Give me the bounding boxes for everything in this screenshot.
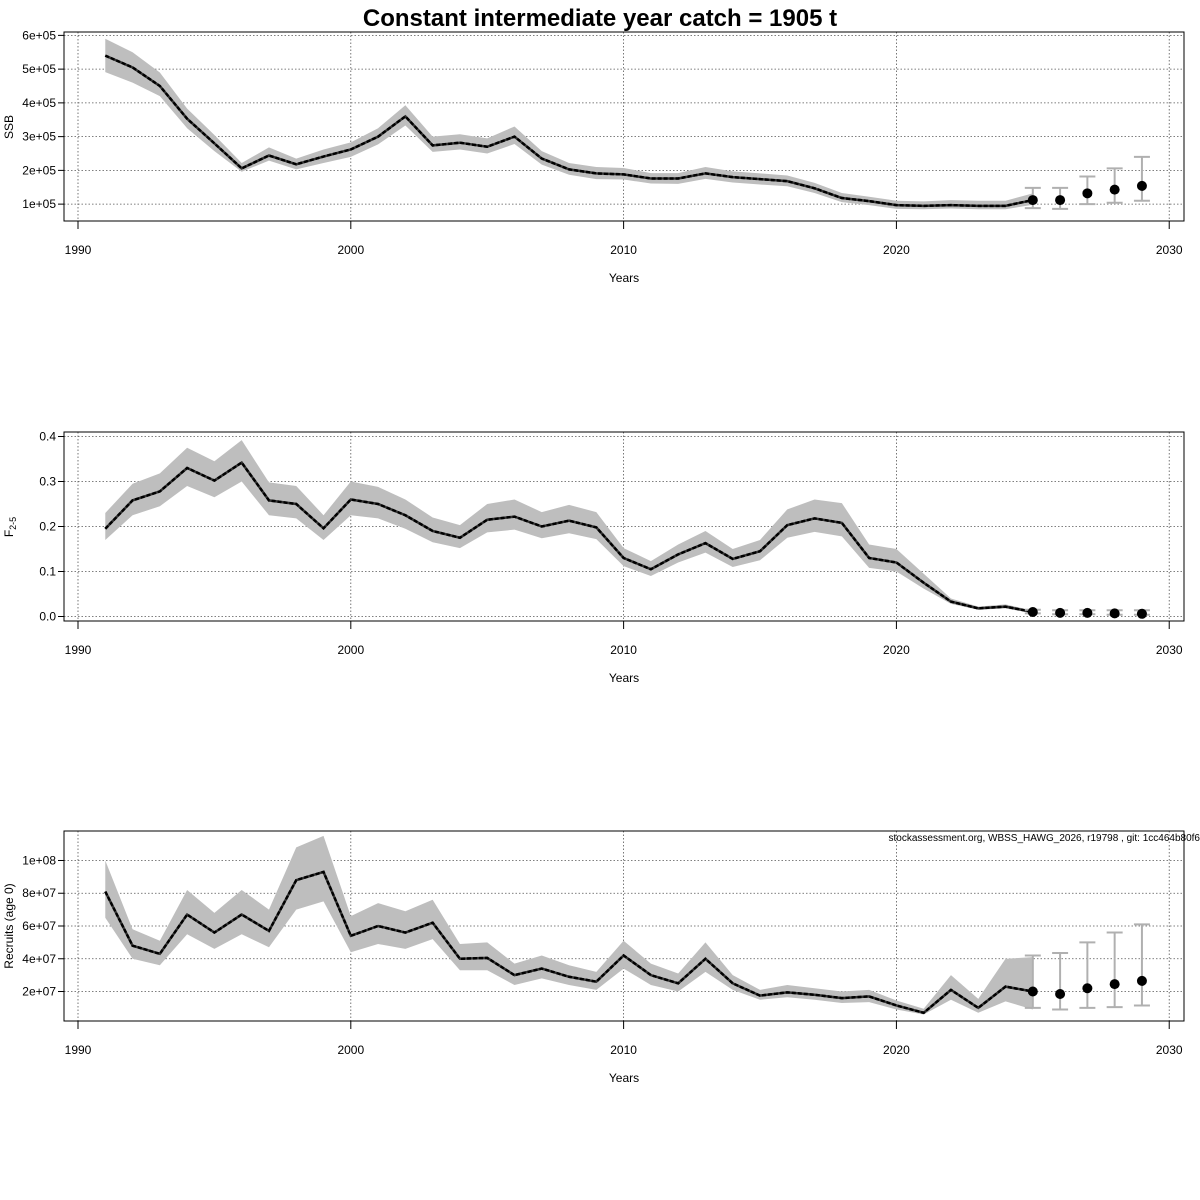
forecast-point (1082, 607, 1093, 618)
x-tick-label: 1990 (65, 243, 92, 257)
y-tick-label: 2e+05 (22, 163, 56, 177)
estimate-line (104, 460, 1034, 614)
x-tick-label: 2030 (1156, 643, 1183, 657)
y-tick-label: 0.2 (39, 520, 56, 534)
x-axis-label: Years (609, 1071, 639, 1085)
x-tick-label: 2020 (883, 1043, 910, 1057)
y-tick-label: 1e+08 (22, 853, 56, 867)
x-tick-label: 1990 (65, 643, 92, 657)
y-tick-label: 4e+07 (22, 952, 56, 966)
x-tick-label: 1990 (65, 1043, 92, 1057)
x-tick-label: 2020 (883, 243, 910, 257)
forecast-point (1109, 608, 1120, 619)
estimate-line-dashes (104, 870, 1034, 1015)
y-tick-label: 4e+05 (22, 96, 56, 110)
forecast-point (1055, 988, 1066, 999)
confidence-band (105, 38, 1033, 210)
forecast-point (1109, 979, 1120, 990)
x-tick-label: 2030 (1156, 1043, 1183, 1057)
y-tick-label: 3e+05 (22, 130, 56, 144)
x-tick-label: 2010 (610, 643, 637, 657)
forecast-point (1027, 195, 1038, 206)
confidence-band (105, 835, 1033, 1015)
estimate-line (104, 54, 1034, 208)
y-axis-label: F2-5 (2, 517, 18, 537)
forecast-point (1055, 607, 1066, 618)
forecast-point (1109, 184, 1120, 195)
forecast-point (1055, 195, 1066, 206)
y-tick-label: 0.4 (39, 430, 56, 444)
y-tick-label: 2e+07 (22, 985, 56, 999)
estimate-line-dashes (104, 54, 1034, 208)
y-tick-label: 6e+05 (22, 28, 56, 42)
confidence-band (105, 440, 1033, 614)
forecast-point (1027, 607, 1038, 617)
forecast-point (1136, 180, 1147, 191)
forecast-point (1136, 975, 1147, 986)
x-tick-label: 2000 (337, 1043, 364, 1057)
estimate-line-dashes (104, 460, 1034, 614)
forecast-point (1082, 983, 1093, 994)
y-tick-label: 5e+05 (22, 62, 56, 76)
x-tick-label: 2000 (337, 243, 364, 257)
y-tick-label: 0.3 (39, 475, 56, 489)
y-tick-label: 1e+05 (22, 197, 56, 211)
y-axis-label: SSB (2, 115, 16, 139)
x-tick-label: 2030 (1156, 243, 1183, 257)
y-tick-label: 8e+07 (22, 886, 56, 900)
x-tick-label: 2000 (337, 643, 364, 657)
panel-ssb: 1990 2000 2010 2020 2030 Years 1e+05 2e+05 3e+05… (2, 28, 1185, 285)
x-axis-label: Years (609, 271, 639, 285)
watermark-annotation: stockassessment.org, WBSS_HAWG_2026, r19… (889, 833, 1200, 844)
y-tick-label: 0.1 (39, 565, 56, 579)
y-tick-label: 6e+07 (22, 919, 56, 933)
forecast-point (1136, 608, 1147, 619)
x-tick-label: 2020 (883, 643, 910, 657)
panel-recruits: 1990 2000 2010 2020 2030 Years 2e+07 4e+07 6e+07… (2, 830, 1185, 1085)
x-tick-label: 2010 (610, 243, 637, 257)
y-axis-label: Recruits (age 0) (2, 883, 16, 968)
y-axis-label-subscript: 2-5 (8, 517, 18, 530)
chart-title: Constant intermediate year catch = 1905 … (363, 5, 837, 32)
panel-f: 1990 2000 2010 2020 2030 Years 0.0 0.1 0.2 0.3 0.4… (2, 430, 1185, 685)
forecast-point (1082, 188, 1093, 199)
x-axis-label: Years (609, 671, 639, 685)
x-tick-label: 2010 (610, 1043, 637, 1057)
forecast-point (1027, 986, 1038, 997)
y-tick-label: 0.0 (39, 610, 56, 624)
